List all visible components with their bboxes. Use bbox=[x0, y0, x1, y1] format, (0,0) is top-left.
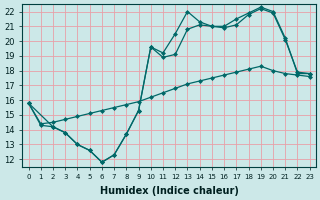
X-axis label: Humidex (Indice chaleur): Humidex (Indice chaleur) bbox=[100, 186, 239, 196]
